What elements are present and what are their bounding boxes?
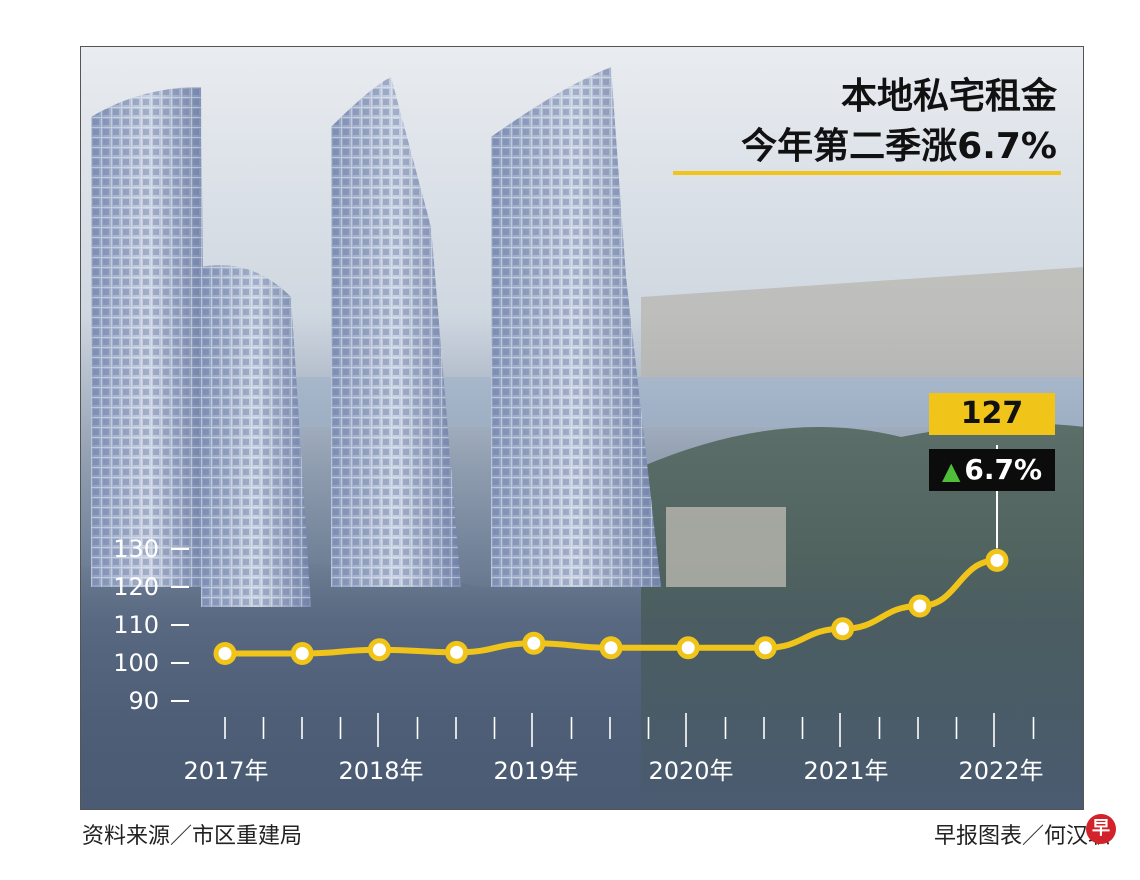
background-resort xyxy=(641,267,1083,377)
x-year-label: 2021年 xyxy=(803,757,888,785)
background-fade xyxy=(81,547,1083,809)
data-point xyxy=(367,638,391,662)
y-tick-label: 100 xyxy=(113,649,159,677)
chart-title-line2: 今年第二季涨6.7% xyxy=(741,126,1057,167)
change-callout: ▲ 6.7% xyxy=(929,449,1055,491)
x-year-label: 2020年 xyxy=(648,757,733,785)
x-year-label: 2017年 xyxy=(183,757,268,785)
change-value: 6.7% xyxy=(964,453,1043,486)
source-note: 资料来源／市区重建局 xyxy=(82,824,303,849)
latest-value-callout: 127 xyxy=(929,393,1055,435)
y-tick-label: 130 xyxy=(113,535,159,563)
chart-title-line1: 本地私宅租金 xyxy=(840,76,1057,117)
data-point xyxy=(676,636,700,660)
y-tick-label: 90 xyxy=(128,687,159,715)
data-point xyxy=(445,640,469,664)
data-point xyxy=(985,548,1009,572)
data-point xyxy=(522,631,546,655)
zaobao-logo: 早 xyxy=(1086,814,1116,844)
data-point xyxy=(831,617,855,641)
data-point xyxy=(908,594,932,618)
chart-panel: 90 100 110 120 130 2017年 2018年 2019年 2020年 2021年 2… xyxy=(80,46,1084,810)
title-underline xyxy=(673,171,1061,175)
up-arrow-icon: ▲ xyxy=(941,457,961,485)
x-year-label: 2018年 xyxy=(338,757,423,785)
y-tick-label: 110 xyxy=(113,611,159,639)
credit-note: 早报图表／何汉职 xyxy=(933,824,1110,849)
data-point xyxy=(290,642,314,665)
y-tick-label: 120 xyxy=(113,573,159,601)
data-point xyxy=(213,642,237,665)
x-year-label: 2019年 xyxy=(493,757,578,785)
data-point xyxy=(753,636,777,660)
data-point xyxy=(599,636,623,660)
towers xyxy=(91,67,786,607)
x-year-label: 2022年 xyxy=(958,757,1043,785)
